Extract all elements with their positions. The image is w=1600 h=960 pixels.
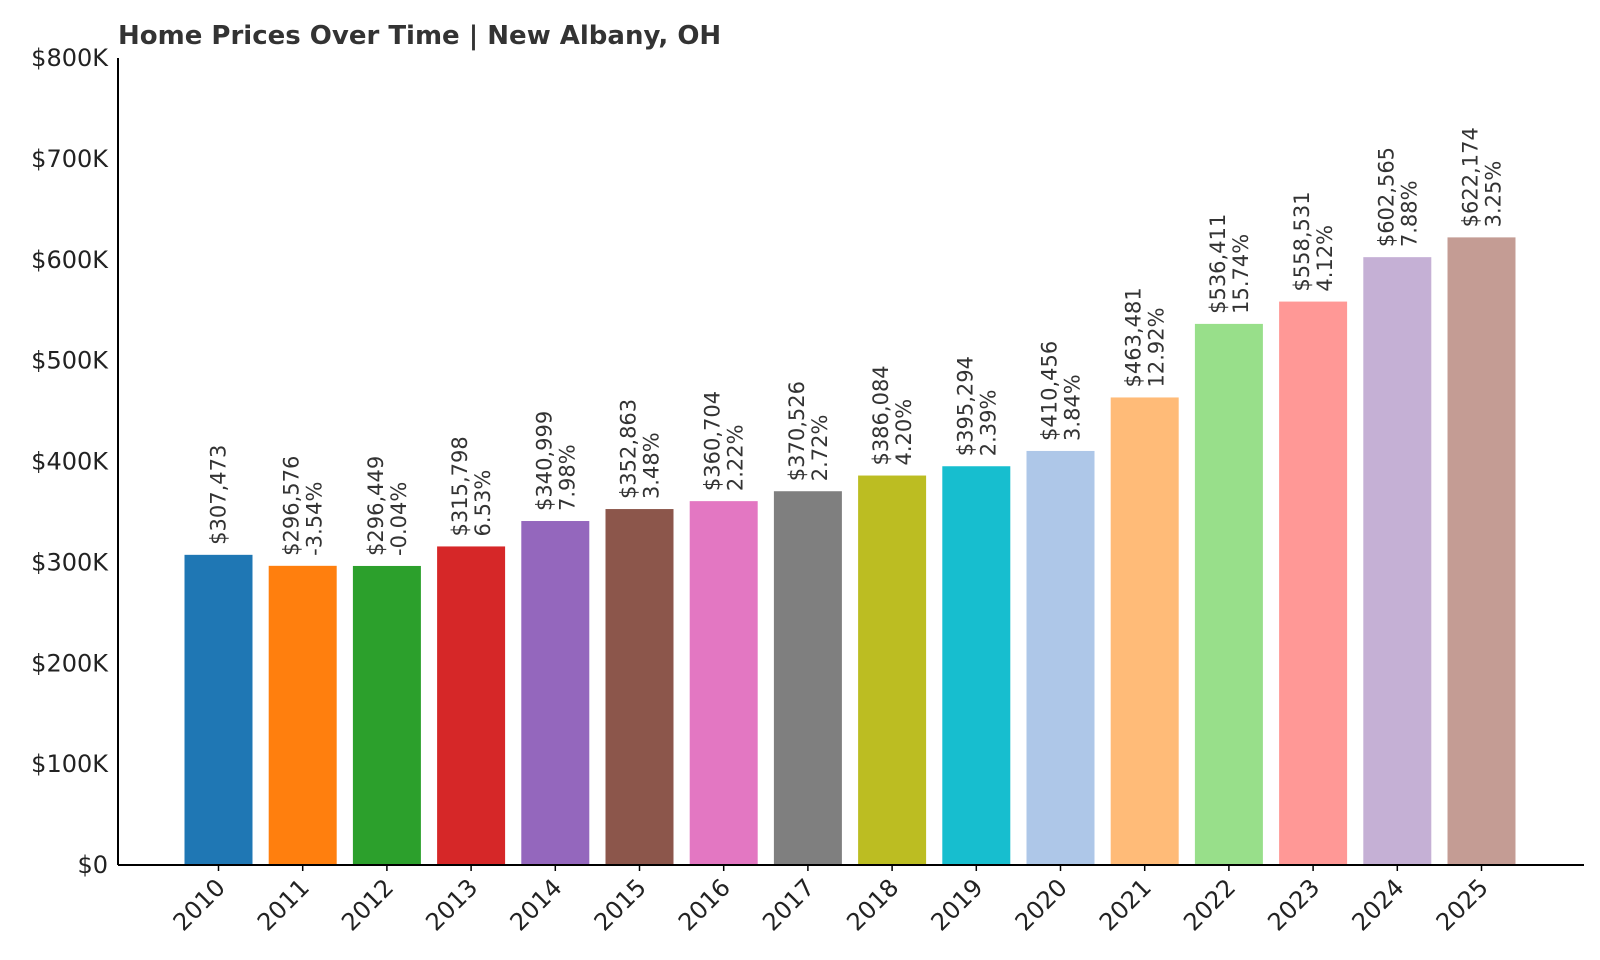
y-tick-label: $500K — [31, 347, 109, 375]
bar-value-label: $360,704 — [701, 391, 725, 491]
bar-change-label: 2.72% — [808, 415, 832, 482]
bar-2016 — [689, 501, 758, 865]
bar-2010 — [184, 554, 253, 865]
bar-change-label: 2.39% — [976, 390, 1000, 457]
bar-value-label: $622,174 — [1459, 127, 1483, 227]
bar-change-label: 3.25% — [1482, 161, 1506, 228]
bar-2014 — [521, 521, 590, 865]
x-tick-label: 2022 — [1178, 873, 1241, 936]
bar-change-label: 15.74% — [1229, 234, 1253, 314]
bar-change-label: 12.92% — [1145, 307, 1169, 387]
bar-2012 — [352, 565, 421, 865]
x-tick-label: 2021 — [1094, 873, 1157, 936]
bar-change-label: 7.98% — [555, 444, 579, 511]
x-tick-label: 2013 — [420, 873, 483, 936]
bar-change-label: 3.84% — [1061, 374, 1085, 441]
bar-value-label: $296,449 — [364, 456, 388, 556]
y-tick-label: $100K — [31, 750, 109, 778]
chart-title: Home Prices Over Time | New Albany, OH — [118, 21, 721, 51]
bars — [184, 237, 1516, 866]
y-tick-label: $700K — [31, 145, 109, 173]
bar-2019 — [942, 466, 1011, 865]
x-tick-label: 2012 — [336, 873, 399, 936]
x-axis-ticks: 2010 2011 2012 2013 2014 2015 2016 2017 2018 2019… — [168, 865, 1494, 936]
x-tick-label: 2025 — [1431, 873, 1494, 936]
bar-2025 — [1447, 237, 1516, 866]
bar-change-label: 2.22% — [724, 424, 748, 491]
bar-value-label: $315,798 — [448, 436, 472, 536]
y-tick-label: $200K — [31, 649, 109, 677]
bar-value-label: $370,526 — [785, 381, 809, 481]
bar-value-label: $386,084 — [869, 365, 893, 465]
bar-2015 — [605, 509, 674, 865]
y-tick-label: $300K — [31, 548, 109, 576]
bar-change-label: 3.48% — [640, 432, 664, 499]
x-tick-label: 2014 — [505, 873, 568, 936]
bar-value-label: $536,411 — [1206, 214, 1230, 314]
bar-change-label: 6.53% — [471, 470, 495, 537]
bar-value-label: $395,294 — [953, 356, 977, 456]
x-tick-label: 2010 — [168, 873, 231, 936]
y-tick-label: $800K — [31, 44, 109, 72]
bar-2020 — [1026, 450, 1095, 865]
x-tick-label: 2015 — [589, 873, 652, 936]
x-tick-label: 2023 — [1262, 873, 1325, 936]
bar-2011 — [268, 565, 337, 865]
x-tick-label: 2011 — [252, 873, 315, 936]
bar-2018 — [858, 475, 927, 865]
x-tick-label: 2019 — [926, 873, 989, 936]
bar-value-label: $410,456 — [1038, 341, 1062, 441]
x-tick-label: 2018 — [841, 873, 904, 936]
x-tick-label: 2017 — [757, 873, 820, 936]
y-axis-ticks: $0 $100K $200K $300K $400K $500K $600K $700K $80… — [31, 44, 109, 879]
bar-2021 — [1110, 397, 1179, 865]
bar-value-label: $602,565 — [1374, 147, 1398, 247]
bar-value-label: $463,481 — [1122, 287, 1146, 387]
bar-change-label: 4.20% — [892, 399, 916, 466]
x-tick-label: 2016 — [673, 873, 736, 936]
bar-change-label: 4.12% — [1313, 225, 1337, 292]
bar-2023 — [1279, 301, 1348, 865]
bar-2017 — [773, 491, 842, 865]
bar-change-label: -3.54% — [303, 482, 327, 556]
y-tick-label: $0 — [77, 851, 108, 879]
bar-change-label: 7.88% — [1397, 180, 1421, 247]
bar-labels: $307,473 $296,576 -3.54% $296,449 -0.04% $315… — [207, 127, 1506, 556]
bar-change-label: -0.04% — [387, 482, 411, 556]
bar-2024 — [1363, 257, 1432, 865]
bar-value-label: $352,863 — [617, 399, 641, 499]
y-tick-label: $400K — [31, 448, 109, 476]
bar-2022 — [1194, 323, 1263, 866]
bar-value-label: $307,473 — [207, 445, 231, 545]
y-tick-label: $600K — [31, 246, 109, 274]
x-tick-label: 2024 — [1347, 873, 1410, 936]
x-tick-label: 2020 — [1010, 873, 1073, 936]
bar-value-label: $558,531 — [1290, 191, 1314, 291]
bar-value-label: $296,576 — [280, 456, 304, 556]
bar-2013 — [437, 546, 506, 865]
bar-value-label: $340,999 — [532, 411, 556, 511]
